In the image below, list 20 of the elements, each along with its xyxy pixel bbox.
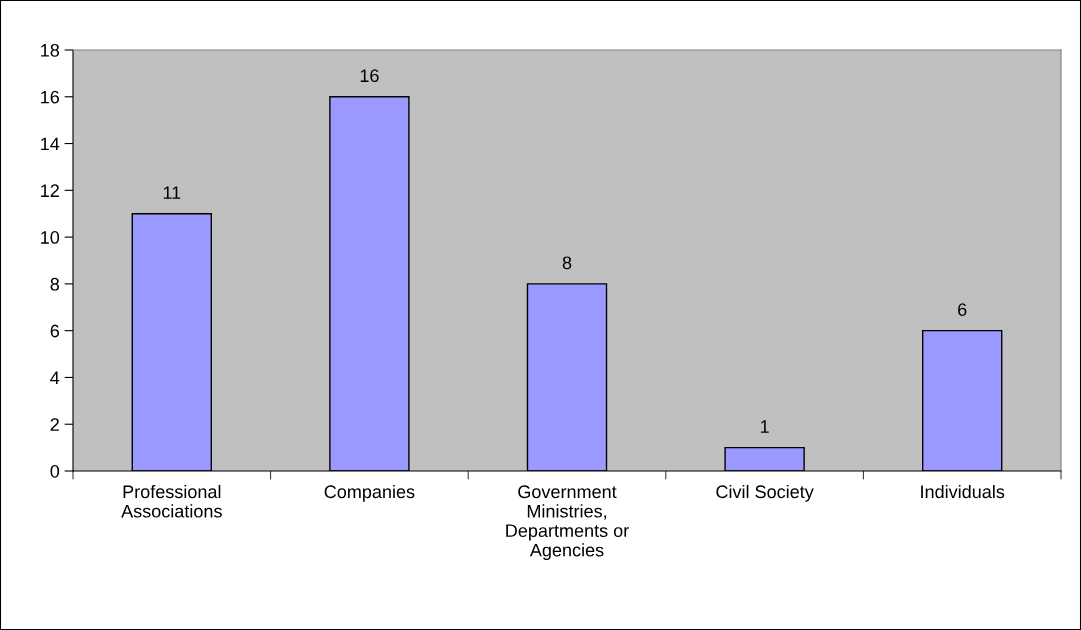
y-tick-label: 8 (50, 277, 60, 291)
y-tick-label: 6 (50, 324, 60, 338)
data-label: 8 (562, 256, 572, 270)
y-tick-label: 2 (50, 418, 59, 431)
x-tick-label: Professional Associations (121, 484, 222, 518)
x-tick-label: Civil Society (716, 484, 814, 502)
y-tick-label: 16 (41, 90, 60, 104)
y-tick-label: 0 (50, 464, 60, 478)
y-tick-label: 18 (41, 43, 60, 57)
y-tick-label: 4 (50, 371, 60, 384)
data-label: 6 (958, 303, 967, 316)
data-label: 1 (760, 420, 769, 433)
x-tick-label: Companies (324, 484, 415, 502)
data-label: 16 (360, 69, 379, 83)
y-tick-label: 12 (41, 184, 59, 197)
x-tick-label: Government Ministries, Departments or Agencies (506, 485, 629, 561)
x-tick-label: Individuals (921, 484, 1005, 499)
y-tick-label: 14 (41, 137, 60, 151)
y-tick-label: 10 (41, 231, 60, 244)
data-label: 11 (163, 186, 181, 199)
